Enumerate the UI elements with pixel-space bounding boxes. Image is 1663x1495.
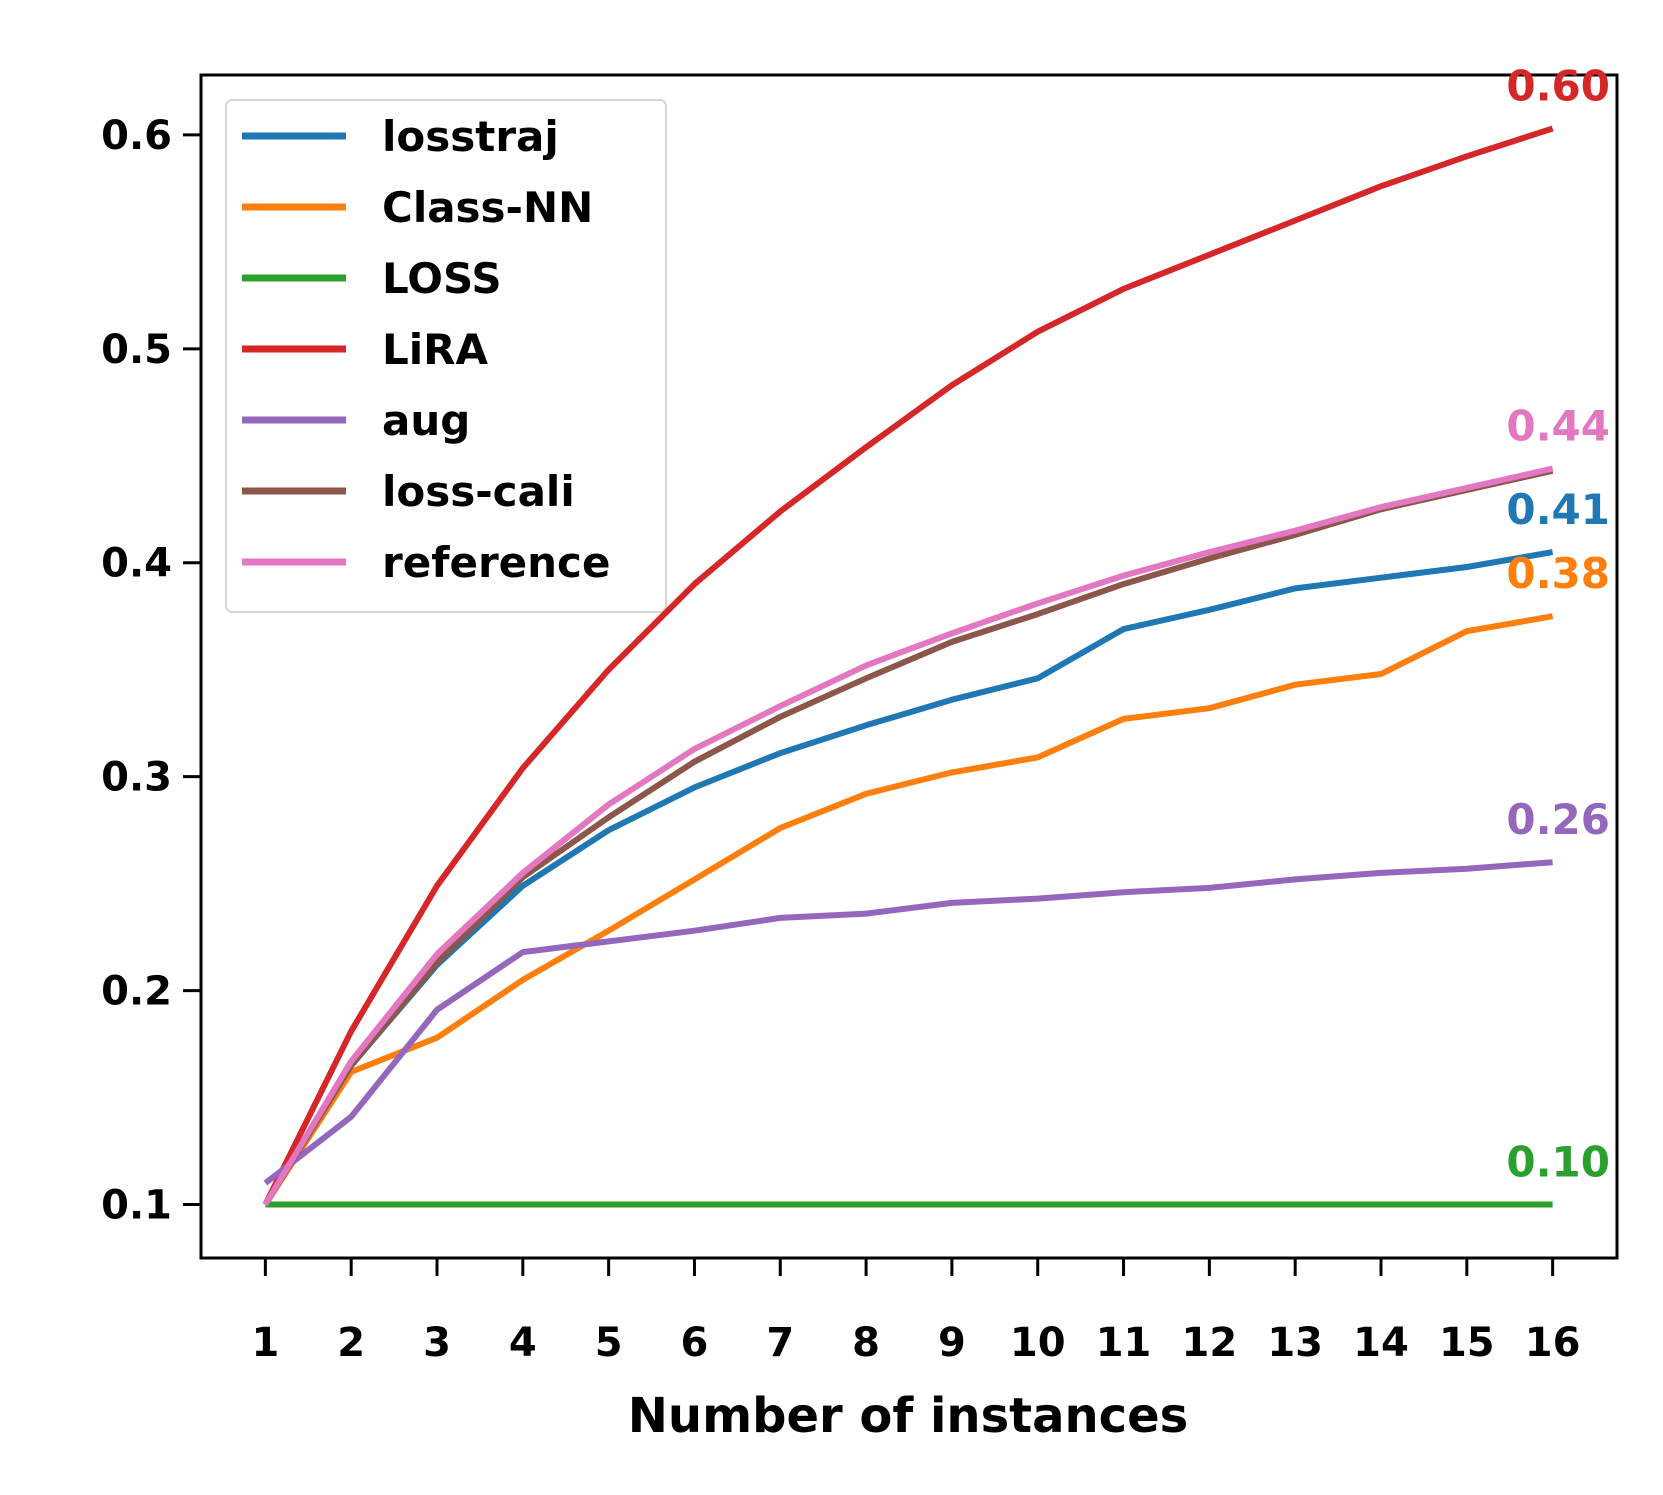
legend-entry-label: aug [382, 396, 470, 445]
end-label-loss: 0.10 [1506, 1138, 1610, 1187]
x-tick-label: 5 [595, 1320, 623, 1366]
x-tick-label: 11 [1096, 1320, 1152, 1366]
x-tick-label: 16 [1525, 1320, 1581, 1366]
x-tick-label: 1 [251, 1320, 279, 1366]
series-line-reference [262, 465, 1554, 1207]
legend-entry-label: losstraj [382, 112, 559, 161]
x-axis-label: Number of instances [628, 1388, 1189, 1444]
legend: losstraj Class-NN LOSS LiRA aug loss-cali refe… [225, 99, 667, 613]
y-tick-label: 0.4 [101, 541, 172, 587]
end-label-aug: 0.26 [1506, 795, 1610, 844]
y-axis: 0.1 0.2 0.3 0.4 0.5 0.6 [101, 113, 201, 1229]
series-line-losstraj [262, 549, 1554, 1207]
end-label-reference: 0.44 [1506, 402, 1610, 451]
legend-entry-label: reference [382, 538, 610, 587]
x-tick-label: 4 [509, 1320, 537, 1366]
series-line-class-nn [262, 613, 1554, 1207]
x-tick-label: 10 [1010, 1320, 1066, 1366]
legend-entry-label: LiRA [382, 325, 489, 374]
end-label-losstraj: 0.41 [1506, 485, 1610, 534]
x-tick-label: 13 [1267, 1320, 1323, 1366]
legend-entry-label: LOSS [382, 254, 502, 303]
plot-frame [199, 73, 1619, 1260]
y-tick-label: 0.5 [101, 327, 172, 373]
end-label-class-nn: 0.38 [1506, 549, 1610, 598]
x-tick-label: 3 [423, 1320, 451, 1366]
end-label-lira: 0.60 [1506, 61, 1610, 110]
series-line-lira [262, 125, 1554, 1206]
plot-area [199, 73, 1619, 1260]
x-tick-label: 9 [938, 1320, 966, 1366]
end-value-labels: 0.41 0.38 0.10 0.60 0.26 0.44 [1506, 61, 1610, 1186]
x-tick-label: 12 [1182, 1320, 1238, 1366]
y-tick-label: 0.2 [101, 969, 172, 1015]
legend-entry-label: Class-NN [382, 183, 593, 232]
x-tick-label: 8 [852, 1320, 880, 1366]
x-tick-label: 15 [1439, 1320, 1495, 1366]
x-tick-label: 7 [766, 1320, 794, 1366]
series-line-loss-cali [262, 467, 1554, 1207]
y-tick-label: 0.3 [101, 755, 172, 801]
x-tick-label: 2 [337, 1320, 365, 1366]
series-line-aug [263, 859, 1553, 1186]
legend-box [225, 99, 667, 613]
y-tick-label: 0.1 [101, 1183, 172, 1229]
legend-entry-label: loss-cali [382, 467, 575, 516]
x-tick-label: 6 [681, 1320, 709, 1366]
y-tick-label: 0.6 [101, 113, 172, 159]
x-tick-label: 14 [1353, 1320, 1409, 1366]
x-axis: 1 2 3 4 5 6 7 8 9 10 11 12 13 14 15 16 [251, 1258, 1580, 1366]
